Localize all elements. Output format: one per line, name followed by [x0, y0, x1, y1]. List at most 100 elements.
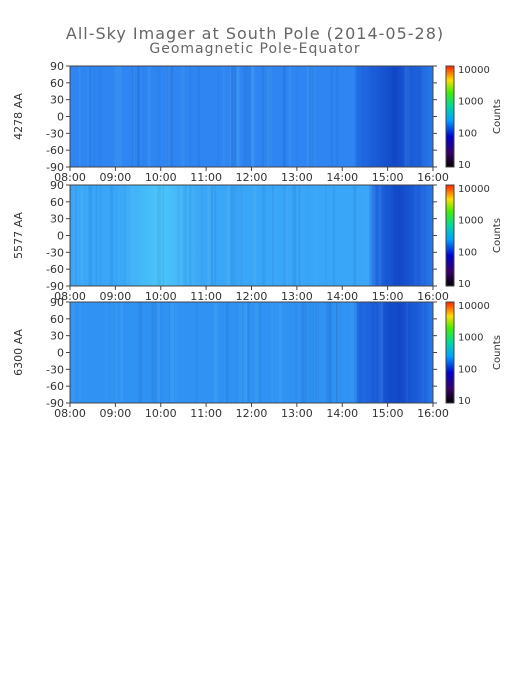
streak — [282, 185, 286, 286]
chart-title: All-Sky Imager at South Pole (2014-05-28… — [65, 24, 445, 43]
streak — [261, 185, 266, 286]
streak — [384, 185, 388, 286]
streak — [226, 302, 228, 403]
streak — [116, 66, 120, 167]
streak — [230, 66, 234, 167]
streak — [108, 185, 112, 286]
colorbar-tick-label: 10000 — [458, 184, 490, 195]
streak — [247, 302, 250, 403]
streak — [193, 185, 195, 286]
y-tick-label: 90 — [50, 296, 64, 309]
streak — [235, 66, 239, 167]
streak — [416, 66, 419, 167]
y-tick-label: 30 — [50, 330, 64, 343]
streak — [210, 185, 213, 286]
streak — [330, 66, 334, 167]
y-tick-label: -60 — [46, 380, 64, 393]
streak — [87, 66, 90, 167]
streak — [171, 302, 173, 403]
streak — [90, 185, 93, 286]
streak — [168, 302, 173, 403]
streak — [252, 66, 255, 167]
x-tick-label: 13:00 — [281, 407, 313, 420]
streak — [152, 302, 157, 403]
streak — [197, 66, 200, 167]
streak — [425, 302, 427, 403]
streak — [353, 185, 357, 286]
streak — [130, 185, 132, 286]
streak — [85, 185, 90, 286]
streak — [160, 302, 163, 403]
streak — [295, 302, 298, 403]
streak — [88, 66, 91, 167]
streak — [246, 66, 248, 167]
heatmap-panel-1 — [70, 66, 433, 167]
streak — [256, 302, 261, 403]
streak — [378, 185, 382, 286]
streak — [337, 302, 340, 403]
y-tick-label: 60 — [50, 77, 64, 90]
streak — [78, 66, 81, 167]
x-tick-label: 14:00 — [326, 171, 358, 184]
streak — [229, 66, 232, 167]
streak — [115, 66, 119, 167]
y-tick-label: 0 — [57, 111, 64, 124]
streak — [137, 66, 140, 167]
streak — [371, 66, 373, 167]
streak — [291, 185, 294, 286]
streak — [71, 302, 75, 403]
colorbar-tick-label: 100 — [458, 364, 477, 375]
streak — [371, 302, 375, 403]
panel-ylabel: 4278 AA — [12, 93, 25, 140]
panel-3: 90 60 30 0 -30 -60 -90 6300 AA 08:00 09:00 10:00 11… — [12, 296, 503, 420]
x-tick-label: 10:00 — [145, 407, 177, 420]
streak — [312, 302, 314, 403]
x-tick-label: 08:00 — [54, 171, 86, 184]
streak — [306, 66, 309, 167]
streak — [420, 185, 425, 286]
streak — [308, 302, 313, 403]
streak — [236, 302, 239, 403]
streak — [123, 185, 126, 286]
streak — [233, 66, 238, 167]
streak — [325, 302, 329, 403]
streak — [336, 302, 338, 403]
streak — [217, 66, 219, 167]
streak — [165, 66, 168, 167]
streak — [282, 66, 285, 167]
streak — [233, 185, 237, 286]
streak — [225, 302, 230, 403]
streak — [179, 185, 182, 286]
heatmap-panel-2 — [70, 185, 433, 286]
y-tick-label: -30 — [46, 127, 64, 140]
streak — [370, 185, 375, 286]
streak — [301, 302, 305, 403]
x-tick-label: 13:00 — [281, 290, 313, 303]
streak — [299, 185, 301, 286]
streak — [242, 302, 246, 403]
x-tick-label: 09:00 — [100, 407, 132, 420]
streak — [88, 185, 91, 286]
streak — [273, 185, 276, 286]
streak — [241, 302, 244, 403]
x-tick-label: 10:00 — [145, 290, 177, 303]
streak — [136, 66, 140, 167]
streak — [286, 185, 288, 286]
streak — [328, 302, 333, 403]
chart-subtitle: Geomagnetic Pole-Equator — [149, 41, 361, 57]
streak — [148, 66, 151, 167]
heatmap-panel-3 — [70, 302, 433, 403]
streak — [120, 302, 123, 403]
streak — [77, 185, 79, 286]
streak — [375, 185, 379, 286]
streak — [378, 302, 383, 403]
streak — [93, 66, 96, 167]
streak — [392, 185, 395, 286]
panel-ylabel: 6300 AA — [12, 329, 25, 376]
streak — [303, 302, 308, 403]
streak — [79, 302, 81, 403]
streak — [208, 185, 210, 286]
streak — [180, 66, 185, 167]
streak — [248, 66, 251, 167]
